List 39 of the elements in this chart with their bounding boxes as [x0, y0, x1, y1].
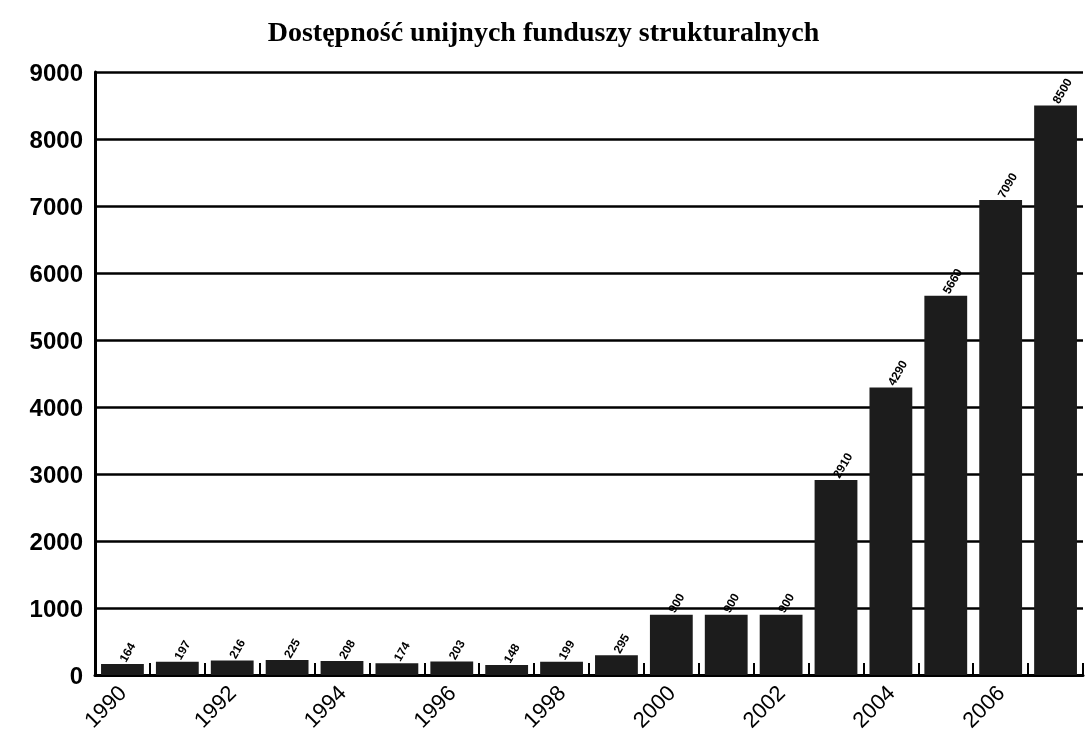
y-tick-label: 3000	[29, 460, 83, 488]
bar	[210, 660, 254, 675]
bar	[375, 663, 419, 675]
bar	[924, 295, 968, 675]
bar	[1034, 105, 1077, 675]
bar	[540, 661, 583, 675]
data-label: 203	[445, 637, 469, 662]
data-label: 900	[665, 590, 688, 616]
data-label: 174	[390, 639, 414, 664]
bar	[869, 387, 913, 675]
data-label: 197	[171, 637, 194, 663]
y-tick-label: 4000	[29, 393, 83, 421]
y-tick-label: 7000	[29, 192, 83, 220]
bar	[155, 661, 199, 675]
bar	[814, 480, 858, 675]
bar	[595, 655, 638, 675]
bar	[430, 661, 474, 675]
y-tick-label: 1000	[29, 594, 83, 622]
y-tick-label: 2000	[29, 527, 83, 555]
chart-title: Dostępność unijnych funduszy strukturalnych	[267, 15, 820, 47]
y-tick-label: 5000	[29, 326, 83, 354]
bar	[979, 199, 1023, 675]
y-tick-label: 8000	[29, 125, 83, 153]
bar	[320, 661, 364, 675]
bar	[759, 614, 803, 675]
y-tick-label: 6000	[29, 259, 83, 287]
data-label: 164	[116, 639, 139, 665]
bar	[485, 665, 529, 675]
data-label: 199	[555, 637, 578, 663]
y-tick-label: 0	[69, 661, 83, 689]
data-label: 208	[335, 636, 359, 662]
bar	[704, 614, 748, 675]
data-label: 900	[720, 590, 743, 616]
y-tick-label: 9000	[29, 58, 83, 86]
bar	[649, 614, 693, 675]
data-label: 216	[226, 636, 249, 662]
data-label: 148	[500, 640, 523, 666]
bar	[265, 659, 309, 675]
bar	[101, 664, 144, 675]
